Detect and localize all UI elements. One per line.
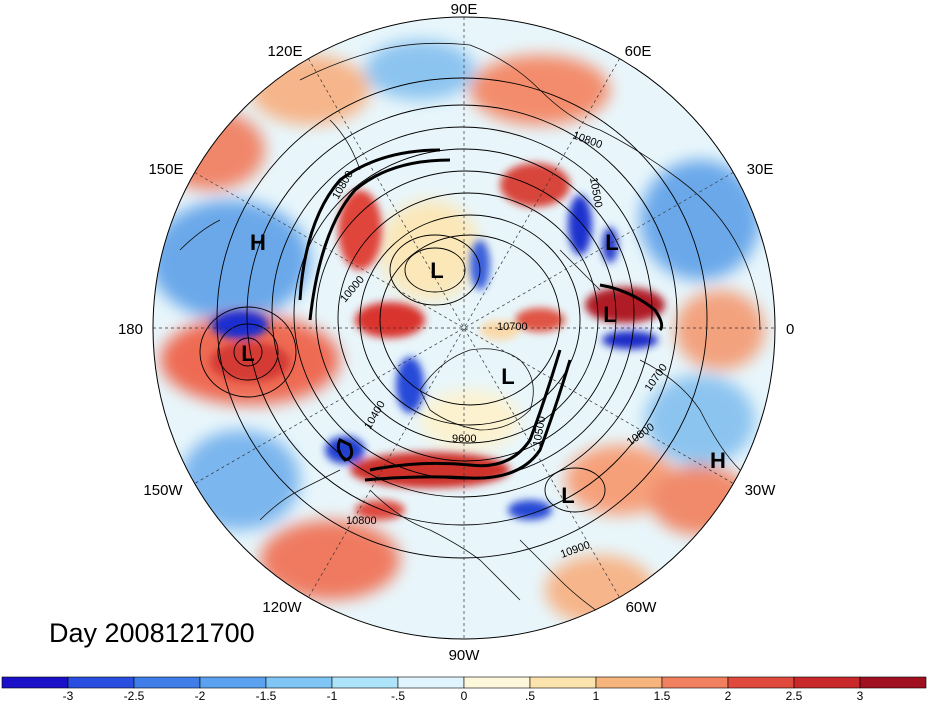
low-center: L	[430, 258, 443, 283]
colorbar-swatch	[133, 676, 201, 689]
low-center: L	[605, 230, 618, 255]
lon-label-150w: 150W	[143, 482, 183, 499]
lon-label-120e: 120E	[267, 43, 302, 60]
colorbar-swatch	[67, 676, 135, 689]
contour-label: 10800	[346, 515, 377, 527]
colorbar-swatch	[463, 676, 531, 689]
jet-contours	[298, 148, 664, 482]
lon-label-60w: 60W	[626, 599, 658, 616]
colorbar-swatch	[199, 676, 267, 689]
colorbar-swatch	[331, 676, 399, 689]
contour-label: 10700	[497, 321, 528, 333]
colorbar-tick-label: -2	[195, 689, 206, 702]
contour-label: 10500	[531, 415, 548, 447]
colorbar-tick-label: -.5	[391, 689, 405, 702]
colorbar-tick-label: 2	[725, 689, 732, 702]
low-center: L	[501, 364, 514, 389]
low-center: L	[603, 302, 616, 327]
lon-label-150e: 150E	[148, 161, 183, 178]
map-boundary	[152, 16, 776, 640]
colorbar-tick-label: -2.5	[124, 689, 145, 702]
day-label: Day 2008121700	[49, 618, 255, 648]
colorbar-swatch	[661, 676, 729, 689]
contour-label: 9600	[452, 433, 476, 445]
graticule	[153, 17, 775, 639]
colorbar-swatch	[727, 676, 795, 689]
colorbar-swatch	[595, 676, 663, 689]
colorbar-tick-label: -1.5	[256, 689, 277, 702]
colorbar-tick-label: -1	[327, 689, 338, 702]
colorbar: -3 -2.5 -2 -1.5 -1 -.5 0 .5 1 1.5 2 2.5 3	[1, 676, 927, 702]
lon-label-60e: 60E	[625, 43, 652, 60]
colorbar-tick-label: 0	[461, 689, 468, 702]
lon-label-90e: 90E	[451, 1, 478, 18]
colorbar-tick-label: 1.5	[654, 689, 671, 702]
high-center: H	[250, 230, 266, 255]
colorbar-tick-label: 1	[593, 689, 600, 702]
colorbar-swatch	[397, 676, 465, 689]
colorbar-tick-label: .5	[525, 689, 535, 702]
contour-label: 10500	[587, 176, 604, 208]
colorbar-tick-label: 3	[857, 689, 864, 702]
colorbar-swatch	[529, 676, 597, 689]
colorbar-tick-label: -3	[63, 689, 74, 702]
high-center: H	[710, 448, 726, 473]
lon-label-30e: 30E	[747, 161, 774, 178]
colorbar-swatch	[265, 676, 333, 689]
colorbar-tick-label: 2.5	[786, 689, 803, 702]
colorbar-swatch	[1, 676, 69, 689]
colorbar-swatch	[793, 676, 861, 689]
lon-label-90w: 90W	[449, 647, 481, 664]
lon-label-120w: 120W	[262, 599, 302, 616]
colorbar-swatch	[859, 676, 927, 689]
lon-label-0: 0	[786, 321, 794, 338]
low-center: L	[241, 341, 254, 366]
low-center: L	[561, 483, 574, 508]
lon-label-180: 180	[118, 321, 143, 338]
lon-label-30w: 30W	[745, 482, 777, 499]
